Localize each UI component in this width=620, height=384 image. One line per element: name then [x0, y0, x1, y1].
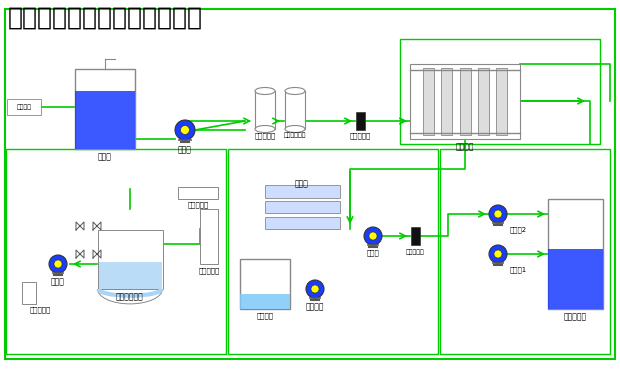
- Circle shape: [494, 250, 502, 258]
- Text: 食品、饮料用水制取工艺流程: 食品、饮料用水制取工艺流程: [8, 6, 203, 30]
- Text: 清洗水箱: 清洗水箱: [257, 312, 273, 319]
- Text: 超滤纯水箱: 超滤纯水箱: [564, 312, 587, 321]
- Text: 外网进水: 外网进水: [17, 104, 32, 110]
- Bar: [441, 68, 452, 135]
- Bar: [265, 217, 340, 229]
- Bar: [97, 230, 162, 289]
- Text: 活性炭过滤器: 活性炭过滤器: [284, 132, 306, 137]
- Text: 钛质过滤器: 钛质过滤器: [29, 306, 51, 313]
- Circle shape: [306, 280, 324, 298]
- Circle shape: [180, 126, 190, 134]
- Bar: [228, 149, 438, 354]
- Text: 纯水泵: 纯水泵: [51, 277, 65, 286]
- Bar: [75, 69, 135, 149]
- Bar: [423, 68, 434, 135]
- Circle shape: [175, 120, 195, 140]
- Bar: [240, 259, 290, 309]
- Circle shape: [489, 205, 507, 223]
- Bar: [75, 91, 135, 149]
- Circle shape: [54, 260, 62, 268]
- Bar: [548, 248, 603, 309]
- Circle shape: [494, 210, 502, 218]
- Text: 原水箱: 原水箱: [98, 152, 112, 161]
- Bar: [99, 262, 161, 289]
- Bar: [400, 39, 600, 144]
- Text: 原水泵: 原水泵: [178, 145, 192, 154]
- Circle shape: [369, 232, 377, 240]
- Circle shape: [364, 227, 382, 245]
- Bar: [265, 201, 340, 213]
- Bar: [355, 112, 365, 130]
- Text: 管道混合器: 管道混合器: [187, 201, 208, 208]
- Text: 清洗水泵: 清洗水泵: [306, 302, 324, 311]
- Bar: [410, 64, 520, 139]
- Text: 保安过滤器: 保安过滤器: [405, 249, 424, 255]
- Bar: [255, 91, 275, 129]
- Bar: [478, 68, 489, 135]
- Bar: [285, 91, 305, 129]
- Bar: [22, 282, 36, 304]
- Text: 增压泵1: 增压泵1: [510, 266, 527, 273]
- Bar: [440, 149, 610, 354]
- Text: 超滤装置: 超滤装置: [456, 142, 474, 151]
- Ellipse shape: [255, 88, 275, 94]
- Bar: [548, 199, 603, 309]
- Circle shape: [49, 255, 67, 273]
- Bar: [6, 149, 226, 354]
- Ellipse shape: [285, 88, 305, 94]
- Circle shape: [311, 285, 319, 293]
- Ellipse shape: [285, 126, 305, 132]
- Circle shape: [489, 245, 507, 263]
- Bar: [265, 185, 340, 198]
- Text: 机械过滤器: 机械过滤器: [254, 132, 276, 139]
- Bar: [240, 294, 290, 309]
- Text: 高压泵: 高压泵: [366, 249, 379, 256]
- Bar: [459, 68, 471, 135]
- Bar: [410, 227, 420, 245]
- Bar: [178, 187, 218, 199]
- Text: 臭氧发生器: 臭氧发生器: [198, 267, 219, 274]
- Text: 增压泵2: 增压泵2: [510, 226, 527, 233]
- Text: 反渗膜: 反渗膜: [295, 179, 309, 188]
- Bar: [496, 68, 507, 135]
- Ellipse shape: [255, 126, 275, 132]
- FancyBboxPatch shape: [7, 99, 41, 115]
- Bar: [200, 209, 218, 264]
- Text: 反渗透纯水箱: 反渗透纯水箱: [116, 292, 144, 301]
- Text: 保安过滤器: 保安过滤器: [350, 132, 371, 139]
